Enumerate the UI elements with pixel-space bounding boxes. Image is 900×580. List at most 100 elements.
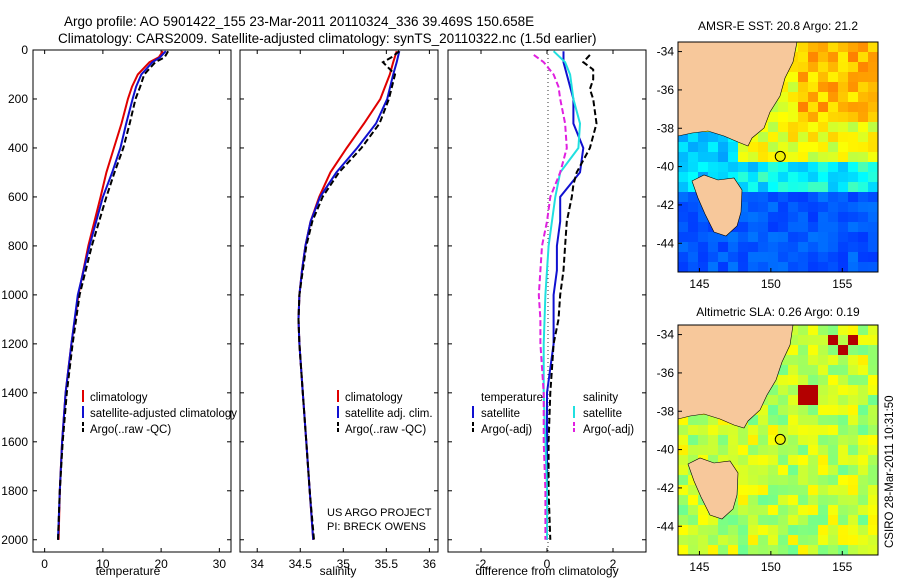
y-tick-label: 0 xyxy=(21,43,28,57)
sst-field-cell xyxy=(678,162,689,173)
sst-field-cell xyxy=(848,62,859,73)
sla-field-cell xyxy=(818,355,829,366)
sla-field-cell xyxy=(838,475,849,486)
sst-field-cell xyxy=(778,262,789,272)
sla-field-cell xyxy=(868,535,878,546)
sla-field-cell xyxy=(778,365,789,376)
sst-field-cell xyxy=(708,142,719,153)
sla-field-cell xyxy=(678,455,689,466)
sla-field-cell xyxy=(788,485,799,496)
sla-field-cell xyxy=(758,485,769,496)
sla-field-cell xyxy=(838,385,849,396)
sla-field-cell xyxy=(798,365,809,376)
sst-field-cell xyxy=(818,122,829,133)
sla-field-cell xyxy=(758,415,769,426)
sla-field-cell xyxy=(808,505,819,516)
sla-field-cell xyxy=(848,485,859,496)
sla-field-cell xyxy=(808,325,819,336)
sla-field-cell xyxy=(828,495,839,506)
sla-field-cell xyxy=(828,345,839,356)
sla-field-cell xyxy=(718,545,729,555)
sst-field-cell xyxy=(868,172,878,183)
series-line-argo-raw-qc- xyxy=(297,50,400,540)
sla-field-cell xyxy=(778,515,789,526)
sla-field-cell xyxy=(838,515,849,526)
sla-field-cell xyxy=(738,535,749,546)
sla-field-cell xyxy=(818,385,829,396)
sla-field-cell xyxy=(808,445,819,456)
sst-field-cell xyxy=(748,162,759,173)
sst-field-cell xyxy=(698,212,709,223)
sla-field-cell xyxy=(848,405,859,416)
sst-field-cell xyxy=(758,192,769,203)
sla-field-cell xyxy=(778,475,789,486)
sla-map-frame xyxy=(677,324,879,556)
sst-field-cell xyxy=(788,72,799,83)
sla-field-cell xyxy=(748,465,759,476)
sst-field-cell xyxy=(868,62,878,73)
sst-field-cell xyxy=(688,202,699,213)
sst-field-cell xyxy=(798,42,809,53)
sla-field-cell xyxy=(708,445,719,456)
sst-field-cell xyxy=(768,202,779,213)
sst-field-cell xyxy=(788,112,799,123)
sst-field-cell xyxy=(838,202,849,213)
sla-field-cell xyxy=(848,545,859,555)
sla-field-cell xyxy=(818,425,829,436)
sla-field-cell xyxy=(788,355,799,366)
sla-field-cell xyxy=(818,465,829,476)
sst-field-cell xyxy=(818,212,829,223)
sla-field-cell xyxy=(698,445,709,456)
sst-field-cell xyxy=(828,132,839,143)
sla-field-cell xyxy=(698,525,709,536)
y-tick-label: 1600 xyxy=(1,435,28,449)
sla-field-cell xyxy=(738,435,749,446)
sla-field-cell xyxy=(868,545,878,555)
sst-field-cell xyxy=(798,132,809,143)
sla-field-cell xyxy=(788,545,799,555)
map-y-tick-label: -38 xyxy=(657,121,675,135)
sst-field-cell xyxy=(758,132,769,143)
sla-field-cell xyxy=(848,385,859,396)
sla-field-cell xyxy=(868,345,878,356)
y-tick-label: 1800 xyxy=(1,484,28,498)
sla-field-cell xyxy=(848,365,859,376)
sst-field-cell xyxy=(708,162,719,173)
sla-field-cell xyxy=(848,435,859,446)
sla-field-cell xyxy=(808,515,819,526)
sst-field-cell xyxy=(728,262,739,272)
sla-field-cell xyxy=(688,425,699,436)
sst-field-cell xyxy=(708,132,719,143)
map-y-tick-label: -44 xyxy=(657,236,675,250)
map-y-tick-label: -38 xyxy=(657,404,675,418)
sst-field-cell xyxy=(858,42,869,53)
sla-field-cell xyxy=(768,405,779,416)
sla-field-cell xyxy=(838,495,849,506)
sst-field-cell xyxy=(858,162,869,173)
sst-field-cell xyxy=(748,172,759,183)
sla-field-cell xyxy=(828,325,839,336)
sst-field-cell xyxy=(758,202,769,213)
sla-field-cell xyxy=(848,395,859,406)
sst-field-cell xyxy=(858,152,869,163)
sst-field-cell xyxy=(738,172,749,183)
sst-field-cell xyxy=(838,52,849,63)
sla-field-cell xyxy=(788,535,799,546)
sla-field-cell xyxy=(748,515,759,526)
sla-field-cell xyxy=(828,415,839,426)
sla-field-cell xyxy=(688,545,699,555)
sla-field-cell xyxy=(788,505,799,516)
sst-field-cell xyxy=(788,162,799,173)
sst-field-cell xyxy=(688,212,699,223)
sla-field-cell xyxy=(858,405,869,416)
sst-field-cell xyxy=(798,102,809,113)
sla-field-cell xyxy=(858,455,869,466)
x-tick-label: 35 xyxy=(337,557,351,571)
x-tick-label: 30 xyxy=(213,557,227,571)
sla-field-cell xyxy=(848,535,859,546)
sla-field-cell xyxy=(858,505,869,516)
sst-field-cell xyxy=(728,152,739,163)
sst-field-cell xyxy=(688,162,699,173)
sst-field-cell xyxy=(748,232,759,243)
sla-field-cell xyxy=(818,335,829,346)
